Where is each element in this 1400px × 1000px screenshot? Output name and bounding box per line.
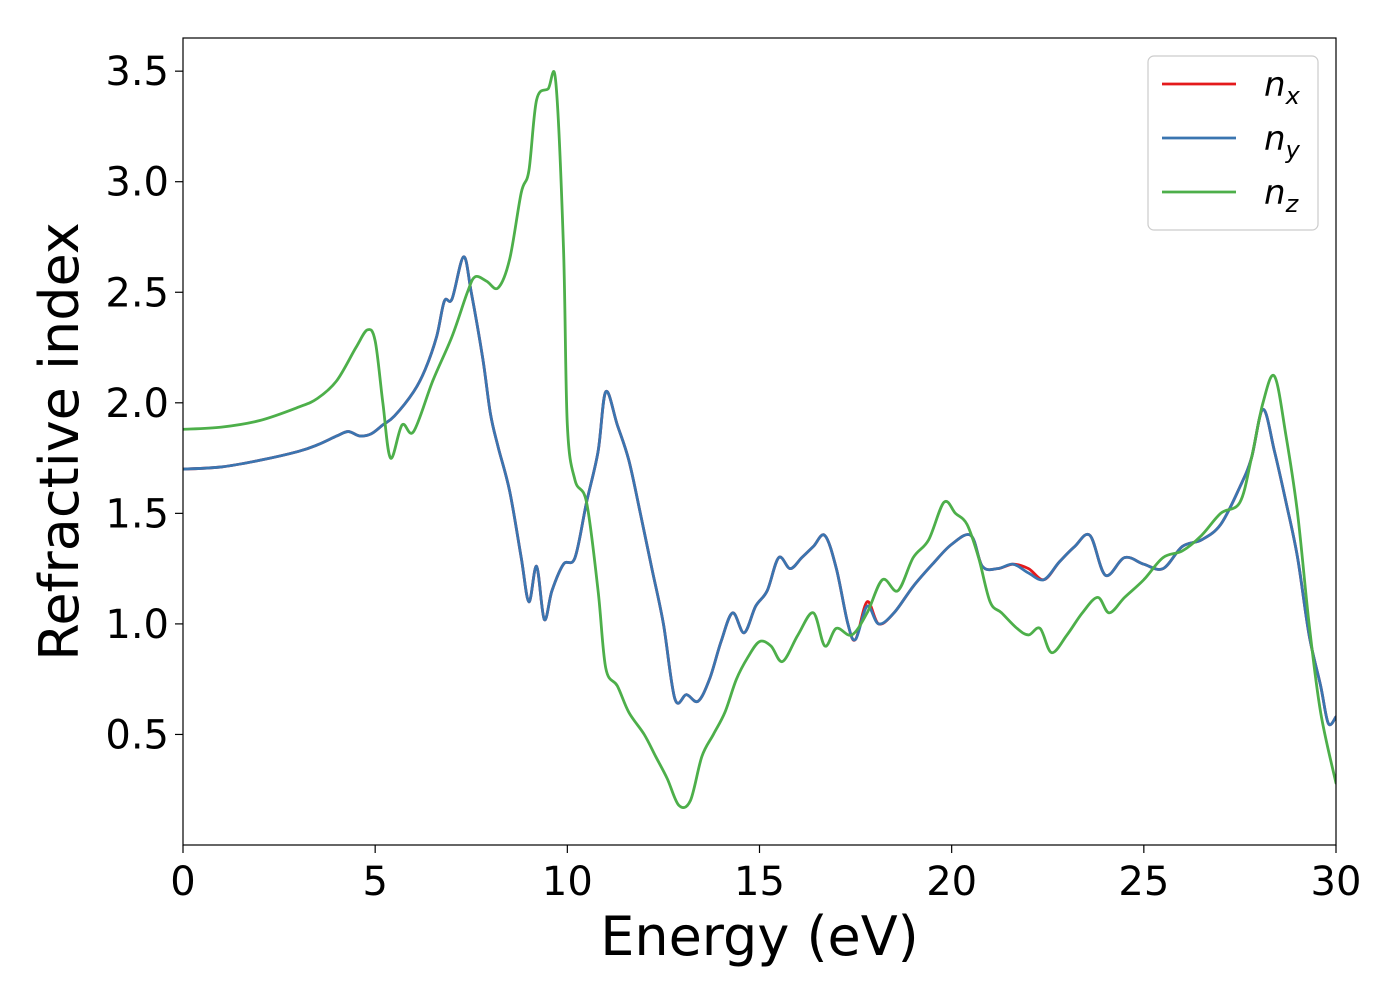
ticks-layer: 0 5 10 15 20 25 30 0.5 1.0 1.5 2.0 2.5 3.0 3.5 [105, 49, 1361, 905]
series-line-z [183, 70, 1336, 809]
y-tick-label: 2.5 [105, 270, 169, 316]
x-tick-label: 15 [734, 859, 785, 905]
x-tick-label: 0 [170, 859, 195, 905]
series-layer [183, 70, 1336, 809]
legend: nx ny nz [1147, 55, 1319, 231]
series-line-y [183, 255, 1336, 727]
legend-box [1147, 55, 1319, 231]
legend-label-z: nz [1264, 173, 1300, 218]
x-tick-label: 30 [1311, 859, 1362, 905]
x-tick-label: 10 [542, 859, 593, 905]
y-tick-label: 0.5 [105, 712, 169, 758]
y-axis-label: Refractive index [28, 222, 91, 661]
y-tick-label: 3.5 [105, 49, 169, 95]
y-tick-label: 1.0 [105, 602, 169, 648]
series-line-x [183, 255, 1336, 727]
legend-label-x: nx [1264, 65, 1301, 110]
y-tick-label: 2.0 [105, 381, 169, 427]
legend-label-y: ny [1264, 119, 1301, 164]
y-tick-label: 1.5 [105, 491, 169, 537]
x-tick-label: 20 [926, 859, 977, 905]
y-tick-label: 3.0 [105, 160, 169, 206]
x-tick-label: 5 [362, 859, 387, 905]
x-axis-label: Energy (eV) [600, 905, 919, 968]
x-tick-label: 25 [1118, 859, 1169, 905]
